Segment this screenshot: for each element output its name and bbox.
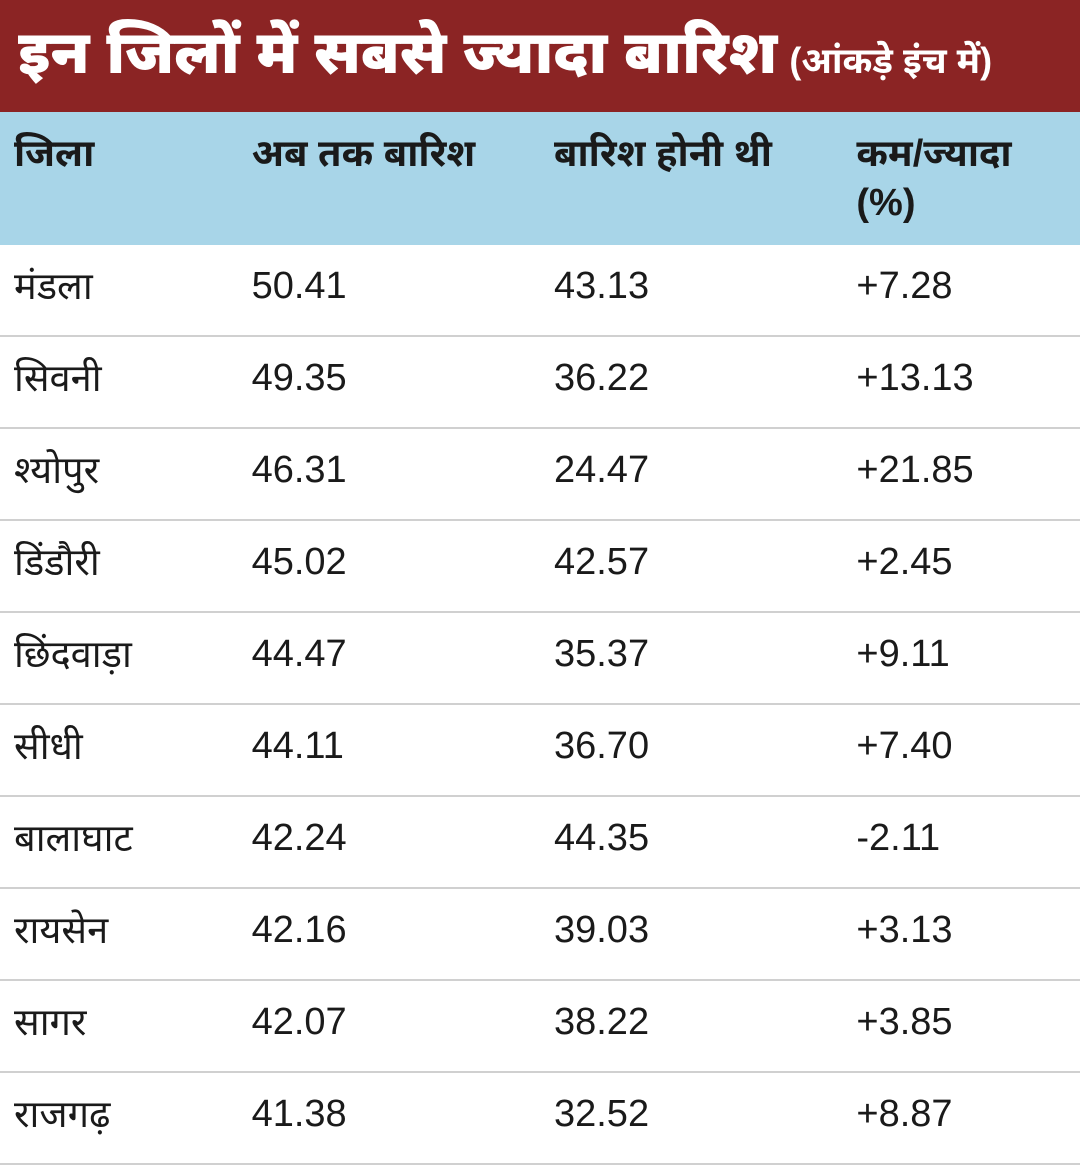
column-header-district: जिला (0, 112, 238, 245)
table-row: राजगढ़ 41.38 32.52 +8.87 (0, 1073, 1080, 1165)
difference-cell: +7.40 (842, 705, 1080, 795)
rainfall-table: जिला अब तक बारिश बारिश होनी थी कम/ज्यादा… (0, 112, 1080, 1165)
actual-cell: 44.47 (238, 613, 540, 703)
table-row: सीधी 44.11 36.70 +7.40 (0, 705, 1080, 797)
expected-cell: 38.22 (540, 981, 842, 1071)
actual-cell: 42.16 (238, 889, 540, 979)
district-cell: छिंदवाड़ा (0, 613, 238, 703)
expected-cell: 44.35 (540, 797, 842, 887)
district-cell: मंडला (0, 245, 238, 335)
district-cell: राजगढ़ (0, 1073, 238, 1163)
district-cell: रायसेन (0, 889, 238, 979)
expected-cell: 43.13 (540, 245, 842, 335)
table-row: श्योपुर 46.31 24.47 +21.85 (0, 429, 1080, 521)
district-cell: सीधी (0, 705, 238, 795)
difference-cell: +9.11 (842, 613, 1080, 703)
table-row: रायसेन 42.16 39.03 +3.13 (0, 889, 1080, 981)
expected-cell: 36.22 (540, 337, 842, 427)
expected-cell: 36.70 (540, 705, 842, 795)
page-header: इन जिलों में सबसे ज्यादा बारिश (आंकड़े इ… (0, 0, 1080, 112)
actual-cell: 41.38 (238, 1073, 540, 1163)
actual-cell: 49.35 (238, 337, 540, 427)
table-row: सागर 42.07 38.22 +3.85 (0, 981, 1080, 1073)
table-row: बालाघाट 42.24 44.35 -2.11 (0, 797, 1080, 889)
difference-cell: +8.87 (842, 1073, 1080, 1163)
actual-cell: 44.11 (238, 705, 540, 795)
expected-cell: 39.03 (540, 889, 842, 979)
actual-cell: 42.07 (238, 981, 540, 1071)
table-row: डिंडौरी 45.02 42.57 +2.45 (0, 521, 1080, 613)
column-header-rainfall-actual: अब तक बारिश (238, 112, 540, 245)
actual-cell: 46.31 (238, 429, 540, 519)
expected-cell: 32.52 (540, 1073, 842, 1163)
difference-cell: +2.45 (842, 521, 1080, 611)
difference-cell: -2.11 (842, 797, 1080, 887)
table-row: सिवनी 49.35 36.22 +13.13 (0, 337, 1080, 429)
difference-cell: +3.13 (842, 889, 1080, 979)
column-header-rainfall-expected: बारिश होनी थी (540, 112, 842, 245)
difference-cell: +21.85 (842, 429, 1080, 519)
district-cell: डिंडौरी (0, 521, 238, 611)
district-cell: सिवनी (0, 337, 238, 427)
header-title: इन जिलों में सबसे ज्यादा बारिश (18, 20, 777, 86)
district-cell: श्योपुर (0, 429, 238, 519)
difference-cell: +13.13 (842, 337, 1080, 427)
table-row: मंडला 50.41 43.13 +7.28 (0, 245, 1080, 337)
expected-cell: 42.57 (540, 521, 842, 611)
header-subtitle: (आंकड़े इंच में) (789, 40, 992, 88)
actual-cell: 50.41 (238, 245, 540, 335)
table-header-row: जिला अब तक बारिश बारिश होनी थी कम/ज्यादा… (0, 112, 1080, 245)
actual-cell: 45.02 (238, 521, 540, 611)
difference-cell: +3.85 (842, 981, 1080, 1071)
actual-cell: 42.24 (238, 797, 540, 887)
district-cell: सागर (0, 981, 238, 1071)
district-cell: बालाघाट (0, 797, 238, 887)
expected-cell: 24.47 (540, 429, 842, 519)
expected-cell: 35.37 (540, 613, 842, 703)
table-row: छिंदवाड़ा 44.47 35.37 +9.11 (0, 613, 1080, 705)
difference-cell: +7.28 (842, 245, 1080, 335)
column-header-difference: कम/ज्यादा (%) (842, 112, 1080, 245)
